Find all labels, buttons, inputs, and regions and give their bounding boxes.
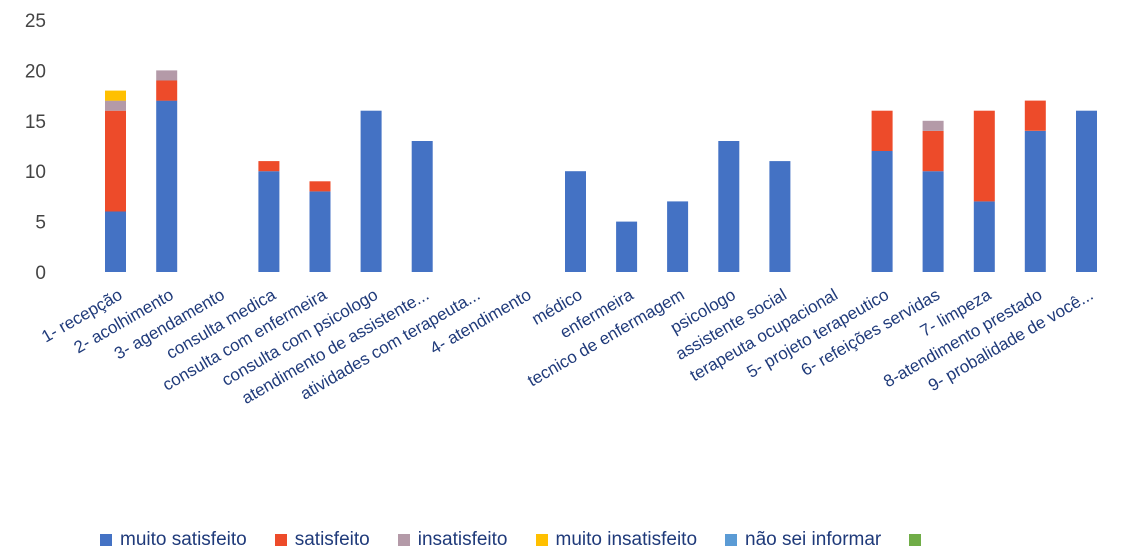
legend-item: não sei informar (725, 529, 881, 551)
bar-segment (411, 141, 433, 272)
legend-swatch (535, 534, 548, 546)
bar-segment (1024, 100, 1046, 131)
legend-item: muito insatisfeito (535, 529, 698, 551)
legend: muito satisfeito satisfeito insatisfeito mu… (100, 526, 922, 554)
bar-segment (718, 141, 740, 272)
y-tick-label: 5 (35, 213, 46, 234)
bars (105, 70, 1097, 272)
bar-segment (769, 161, 791, 272)
legend-item: muito satisfeito (100, 529, 247, 551)
bar-segment (973, 201, 995, 272)
y-axis-ticks: 0 5 10 15 20 25 (25, 11, 46, 284)
y-tick-label: 15 (25, 112, 46, 133)
legend-label: satisfeito (294, 529, 370, 550)
bar-segment (667, 201, 689, 272)
bar-segment (871, 151, 893, 272)
bar-segment (105, 100, 126, 111)
bar-segment (871, 110, 893, 151)
bar-segment (1076, 110, 1097, 272)
legend-swatch (397, 534, 410, 546)
bar-segment (156, 100, 178, 272)
bar-segment (1024, 130, 1046, 272)
bar-segment (922, 120, 944, 131)
legend-swatch (274, 534, 287, 546)
bar-segment (922, 171, 944, 272)
legend-item (909, 534, 922, 546)
bar-segment (105, 211, 126, 272)
bar-segment (258, 161, 280, 172)
legend-label: insatisfeito (417, 529, 508, 550)
y-tick-label: 20 (25, 61, 46, 82)
legend-item: insatisfeito (397, 529, 508, 551)
bar-segment (105, 110, 126, 212)
y-tick-label: 0 (35, 263, 46, 284)
bar-segment (156, 70, 178, 81)
legend-swatch (100, 534, 112, 546)
legend-swatch (725, 534, 738, 546)
bar-segment (156, 80, 178, 101)
bar-segment (360, 110, 382, 272)
bar-segment (309, 181, 331, 192)
y-tick-label: 10 (25, 162, 46, 183)
legend-label: muito insatisfeito (555, 529, 698, 550)
legend-label: não sei informar (745, 529, 882, 550)
bar-segment (105, 90, 126, 101)
bar-segment (973, 110, 995, 202)
bar-segment (922, 130, 944, 172)
bar-segment (565, 171, 586, 272)
legend-item: satisfeito (274, 529, 370, 551)
bar-segment (258, 171, 280, 272)
bar-segment (309, 191, 331, 272)
bar-segment (616, 221, 638, 272)
legend-label: muito satisfeito (120, 529, 247, 550)
legend-swatch (909, 534, 922, 546)
y-tick-label: 25 (25, 11, 46, 32)
